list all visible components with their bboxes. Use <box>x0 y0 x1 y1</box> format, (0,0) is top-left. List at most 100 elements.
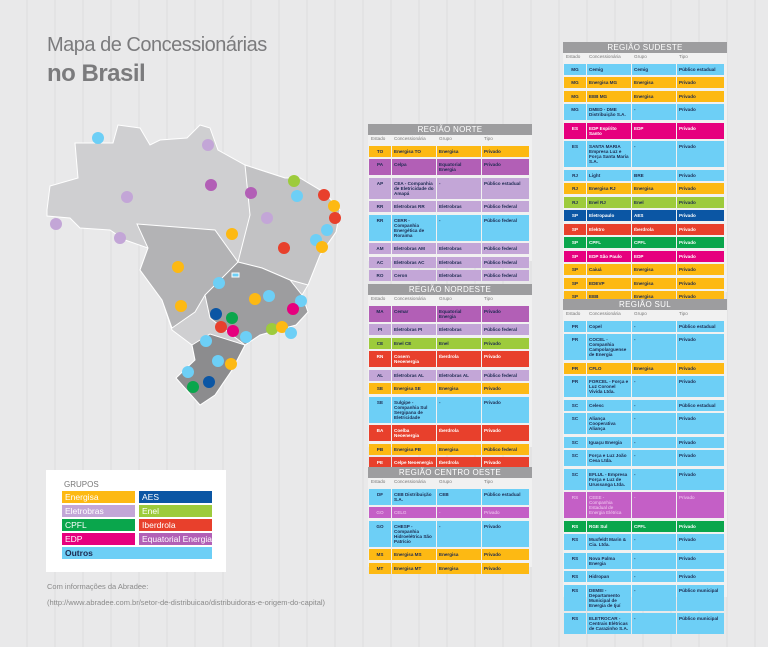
cell-concessionaria: CERR - Companhia Energética de Roraima <box>392 214 436 241</box>
cell-estado: RR <box>369 201 391 212</box>
table-row: PR Copel - Público estadual <box>563 320 727 332</box>
table-row: ES SANTA MARIA Empresa Luz e Força Santa … <box>563 141 727 167</box>
table-row: RJ Light BRE Privado <box>563 169 727 181</box>
table-row: PR CFLO Energisa Privado <box>563 362 727 374</box>
cell-grupo: Eletrobras <box>437 243 481 254</box>
column-header: Estado <box>371 296 386 301</box>
cell-grupo: Iberdrola <box>632 223 676 235</box>
cell-grupo: Eletrobras AL <box>437 369 481 381</box>
map-marker-ce-outros <box>291 190 303 202</box>
cell-grupo: Eletrobras <box>437 256 481 268</box>
column-header: Concessionária <box>589 311 621 316</box>
cell-estado: PE <box>369 457 391 468</box>
map-marker-sc-energisa <box>225 358 237 370</box>
map-marker-ms-energisa <box>175 300 187 312</box>
cell-tipo: Privado <box>677 237 724 248</box>
table-row: SP EDP São Paulo EDP Privado <box>563 250 727 262</box>
cell-concessionaria: Enel CE <box>392 337 436 349</box>
cell-grupo: - <box>437 177 481 199</box>
cell-estado: SP <box>564 210 586 221</box>
column-header: Grupo <box>439 479 452 484</box>
map-marker-al-outros <box>321 224 333 236</box>
region-title: REGIÃO SUDESTE <box>563 42 727 53</box>
cell-tipo: Privado <box>482 351 529 367</box>
table-header: Estado Concessionária Grupo Tipo <box>368 135 532 143</box>
table-row: SP Elektro Iberdrola Privado <box>563 223 727 235</box>
column-header: Concessionária <box>394 479 426 484</box>
cell-tipo: Privado <box>677 90 724 102</box>
cell-tipo: Privado <box>677 468 724 490</box>
cell-tipo: Público estadual <box>482 177 529 199</box>
legend-item-enel: Enel <box>139 505 212 517</box>
cell-estado: MG <box>564 77 586 88</box>
cell-estado: GO <box>369 520 391 547</box>
cell-estado: RS <box>564 552 586 569</box>
cell-concessionaria: EEB <box>587 291 631 302</box>
cell-estado: GO <box>369 507 391 518</box>
source-note: Com informações da Abradee: <box>47 582 149 591</box>
map-marker-ba-iberdrola <box>278 242 290 254</box>
cell-grupo: - <box>632 584 676 611</box>
cell-tipo: Privado <box>677 520 724 532</box>
legend-item-energisa: Energisa <box>62 491 135 503</box>
table-row: RS Muxfeldt Marin & Cia. Ltda. - Privado <box>563 534 727 550</box>
cell-estado: RS <box>564 492 586 518</box>
table-row: RR Eletrobras RR Eletrobras Público federal <box>368 201 532 212</box>
region-norte-table: REGIÃO NORTE Estado Concessionária Grupo Tip… <box>368 124 532 281</box>
cell-concessionaria: CEB Distribuição S.A. <box>392 488 436 505</box>
legend-title: GRUPOS <box>64 480 99 489</box>
table-row: MT Energisa MT Energisa Privado <box>368 562 532 574</box>
cell-grupo: - <box>632 320 676 332</box>
cell-tipo: Público federal <box>482 270 529 281</box>
cell-grupo: Energisa <box>632 90 676 102</box>
map-marker-mg-outros <box>263 290 275 302</box>
cell-estado: SC <box>564 450 586 466</box>
map-marker-rs-outros <box>182 366 194 378</box>
cell-concessionaria: Energisa MG <box>587 77 631 88</box>
table-row: PI Eletrobras PI Eletrobras Público federal <box>368 324 532 335</box>
cell-tipo: Privado <box>677 492 724 518</box>
legend-item-iberdrola: Iberdrola <box>139 519 212 531</box>
table-row: RS CEEE - Companhia Estadual de Energia E… <box>563 492 727 518</box>
table-row: RR CERR - Companhia Energética de Roraima… <box>368 214 532 241</box>
cell-grupo: Energisa <box>437 383 481 394</box>
table-row: MG EEB MG Energisa Privado <box>563 90 727 102</box>
cell-grupo: Iberdrola <box>437 425 481 441</box>
cell-concessionaria: FORCEL - Força e Luz Coronel Vivida Ltda… <box>587 376 631 397</box>
cell-grupo: Energisa <box>632 77 676 88</box>
region-centro-oeste-table: REGIÃO CENTRO OESTE Estado Concessionária G… <box>368 467 532 574</box>
cell-estado: PR <box>564 376 586 397</box>
cell-estado: RS <box>564 584 586 611</box>
map-marker-mt-energisa <box>172 261 184 273</box>
cell-tipo: Privado <box>677 376 724 397</box>
table-row: SP EEB Energisa Privado <box>563 291 727 302</box>
cell-grupo: EDP <box>632 250 676 262</box>
cell-grupo: Energisa <box>437 443 481 455</box>
table-row: AL Eletrobras AL Eletrobras AL Público fede… <box>368 369 532 381</box>
cell-grupo: - <box>632 571 676 582</box>
map-marker-sp-cpfl <box>226 312 238 324</box>
cell-concessionaria: Light <box>587 169 631 181</box>
map-marker-sp-iberdrola <box>215 321 227 333</box>
cell-concessionaria: CFLO <box>587 362 631 374</box>
cell-grupo: - <box>437 396 481 423</box>
map-marker-pe-iberdrola <box>329 212 341 224</box>
cell-tipo: Público estadual <box>677 63 724 75</box>
cell-estado: RJ <box>564 183 586 194</box>
cell-estado: SC <box>564 399 586 411</box>
table-header: Estado Concessionária Grupo Tipo <box>563 310 727 318</box>
cell-grupo: Iberdrola <box>437 457 481 468</box>
cell-concessionaria: Força e Luz João Cesa Ltda. <box>587 450 631 466</box>
map-marker-to-energisa <box>226 228 238 240</box>
map-marker-ap-eletrobras <box>202 139 214 151</box>
table-row: RS RGE Sul CPFL Privado <box>563 520 727 532</box>
cell-concessionaria: Celesc <box>587 399 631 411</box>
cell-tipo: Privado <box>677 183 724 194</box>
cell-estado: PI <box>369 324 391 335</box>
cell-estado: SC <box>564 468 586 490</box>
cell-grupo: - <box>437 214 481 241</box>
cell-concessionaria: Energisa RJ <box>587 183 631 194</box>
table-row: PB Energisa PB Energisa Público federal <box>368 443 532 455</box>
table-row: SC Força e Luz João Cesa Ltda. - Privado <box>563 450 727 466</box>
cell-concessionaria: Coelba Neoenergia <box>392 425 436 441</box>
